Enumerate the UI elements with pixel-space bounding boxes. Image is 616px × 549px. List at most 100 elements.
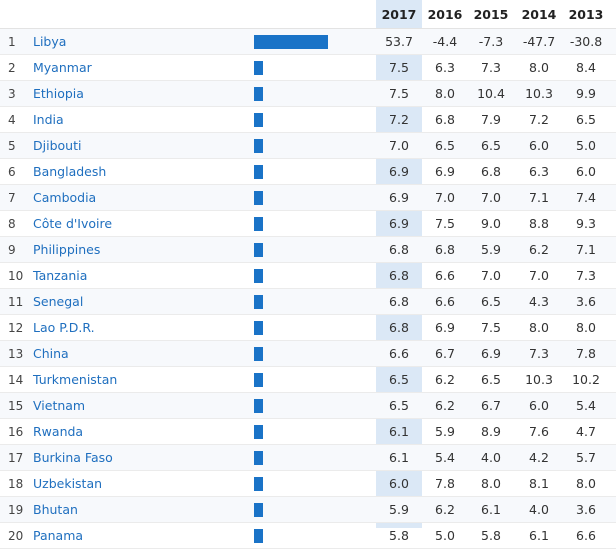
value-2013: 6.0	[576, 164, 596, 179]
value-2013: 6.6	[576, 528, 596, 543]
table-row: 9 Philippines 6.8 6.8 5.9 6.2 7.1	[0, 237, 616, 263]
value-2013: 7.4	[576, 190, 596, 205]
table-row: 10 Tanzania 6.8 6.6 7.0 7.0 7.3	[0, 263, 616, 289]
header-2015[interactable]: 2015	[473, 6, 509, 22]
value-2015: 5.8	[481, 528, 501, 543]
value-2015: 7.0	[481, 268, 501, 283]
rank-number: 2	[8, 60, 16, 75]
value-2014: 8.0	[529, 320, 549, 335]
table-row: 13 China 6.6 6.7 6.9 7.3 7.8	[0, 341, 616, 367]
value-2013: 5.0	[576, 138, 596, 153]
table-row: 17 Burkina Faso 6.1 5.4 4.0 4.2 5.7	[0, 445, 616, 471]
value-2013: 10.2	[572, 372, 600, 387]
bar-cell	[254, 445, 364, 470]
bar-cell	[254, 237, 364, 262]
header-2016[interactable]: 2016	[427, 6, 463, 22]
value-2016: 5.0	[435, 528, 455, 543]
value-2017: 6.8	[389, 268, 409, 283]
country-link[interactable]: Lao P.D.R.	[33, 320, 95, 335]
value-2017: 6.9	[389, 216, 409, 231]
value-2017: 6.1	[389, 450, 409, 465]
table-row: 20 Panama 5.8 5.0 5.8 6.1 6.6	[0, 523, 616, 549]
value-2017: 53.7	[385, 34, 413, 49]
value-2017: 7.0	[389, 138, 409, 153]
value-2013: 8.0	[576, 476, 596, 491]
country-link[interactable]: India	[33, 112, 64, 127]
country-link[interactable]: Myanmar	[33, 60, 92, 75]
value-bar	[254, 60, 263, 75]
bar-cell	[254, 29, 364, 54]
value-2015: 6.7	[481, 398, 501, 413]
value-2013: 4.7	[576, 424, 596, 439]
value-2015: 4.0	[481, 450, 501, 465]
rank-number: 5	[8, 138, 16, 153]
country-link[interactable]: Panama	[33, 528, 84, 543]
table-row: 12 Lao P.D.R. 6.8 6.9 7.5 8.0 8.0	[0, 315, 616, 341]
value-2014: 4.0	[529, 502, 549, 517]
table-row: 5 Djibouti 7.0 6.5 6.5 6.0 5.0	[0, 133, 616, 159]
header-2014[interactable]: 2014	[521, 6, 557, 22]
country-link[interactable]: Tanzania	[33, 268, 88, 283]
value-2014: 4.3	[529, 294, 549, 309]
bar-cell	[254, 471, 364, 496]
table-row: 1 Libya 53.7 -4.4 -7.3 -47.7 -30.8	[0, 29, 616, 55]
value-2015: 7.5	[481, 320, 501, 335]
value-2015: -7.3	[478, 34, 504, 49]
value-2015: 10.4	[477, 86, 505, 101]
country-link[interactable]: Ethiopia	[33, 86, 84, 101]
value-2015: 7.9	[481, 112, 501, 127]
value-2014: 7.6	[529, 424, 549, 439]
header-2013[interactable]: 2013	[568, 6, 604, 22]
value-bar	[254, 190, 263, 205]
country-link[interactable]: Turkmenistan	[33, 372, 118, 387]
value-2014: 10.3	[525, 372, 553, 387]
value-2014: 7.0	[529, 268, 549, 283]
value-2015: 6.9	[481, 346, 501, 361]
country-link[interactable]: Uzbekistan	[33, 476, 103, 491]
value-bar	[254, 34, 328, 49]
value-2016: 6.5	[435, 138, 455, 153]
rank-number: 16	[8, 424, 24, 439]
table-row: 18 Uzbekistan 6.0 7.8 8.0 8.1 8.0	[0, 471, 616, 497]
value-2014: 6.3	[529, 164, 549, 179]
value-2015: 8.0	[481, 476, 501, 491]
value-2017: 6.5	[389, 398, 409, 413]
country-link[interactable]: Libya	[33, 34, 67, 49]
table-row: 8 Côte d'Ivoire 6.9 7.5 9.0 8.8 9.3	[0, 211, 616, 237]
value-bar	[254, 268, 263, 283]
value-2016: 5.4	[435, 450, 455, 465]
bar-cell	[254, 159, 364, 184]
bar-cell	[254, 315, 364, 340]
bar-cell	[254, 367, 364, 392]
bar-cell	[254, 419, 364, 444]
value-2017: 5.8	[389, 528, 409, 543]
value-2016: 6.2	[435, 502, 455, 517]
header-2017[interactable]: 2017	[381, 6, 417, 22]
country-link[interactable]: Côte d'Ivoire	[33, 216, 113, 231]
country-link[interactable]: Cambodia	[33, 190, 97, 205]
bar-cell	[254, 289, 364, 314]
value-bar	[254, 346, 263, 361]
country-link[interactable]: Djibouti	[33, 138, 82, 153]
country-link[interactable]: Philippines	[33, 242, 101, 257]
country-link[interactable]: Burkina Faso	[33, 450, 113, 465]
country-link[interactable]: Rwanda	[33, 424, 84, 439]
country-link[interactable]: Bhutan	[33, 502, 78, 517]
value-bar	[254, 398, 263, 413]
bar-cell	[254, 263, 364, 288]
table-row: 3 Ethiopia 7.5 8.0 10.4 10.3 9.9	[0, 81, 616, 107]
value-2016: 6.6	[435, 294, 455, 309]
rank-number: 14	[8, 372, 24, 387]
rank-number: 12	[8, 320, 24, 335]
country-link[interactable]: Senegal	[33, 294, 84, 309]
value-2014: 10.3	[525, 86, 553, 101]
country-link[interactable]: Vietnam	[33, 398, 86, 413]
value-2013: 8.4	[576, 60, 596, 75]
country-link[interactable]: China	[33, 346, 69, 361]
value-bar	[254, 528, 263, 543]
value-2017: 6.1	[389, 424, 409, 439]
country-link[interactable]: Bangladesh	[33, 164, 107, 179]
value-2016: 6.8	[435, 242, 455, 257]
value-2016: -4.4	[432, 34, 458, 49]
bar-cell	[254, 211, 364, 236]
